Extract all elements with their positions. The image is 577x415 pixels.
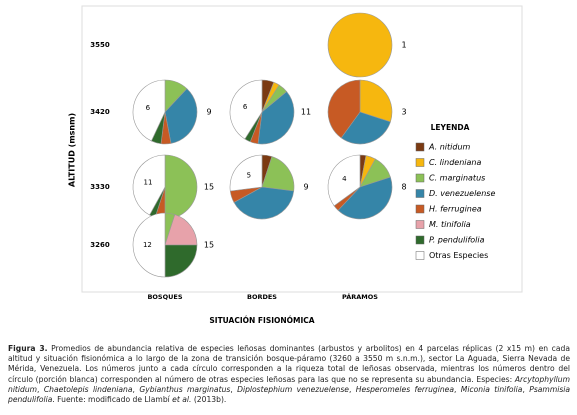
caption: Figura 3. Promedios de abundancia relati… [8,344,570,405]
legend-swatch [415,235,425,245]
caption-run: et al. [172,395,192,405]
pie-slice [359,79,393,123]
legend-swatch [415,158,425,167]
x-axis-label: SITUACIÓN FISIONÓMICA [209,316,314,325]
richness-label: 1 [401,41,406,50]
others-label: 6 [243,103,248,111]
plot-frame [81,5,523,293]
pie-slice [229,154,263,192]
caption-run: , [348,384,356,394]
pie-slice [340,111,391,145]
figure: ALTITUD (msnm) SITUACIÓN FISIONÓMICA LEY… [68,5,523,325]
others-label: 4 [342,175,347,183]
altitude-label: 3420 [90,108,110,116]
pie-slice [257,91,295,145]
pie-slice [132,212,166,278]
caption-run: Miconia tinifolia [460,384,523,394]
pie-slice [327,154,361,207]
legend-swatch [415,142,425,152]
legend-label: A. nitidum [428,143,471,152]
pie-slice [327,12,393,78]
caption-run: Psammisia pendulifolia [8,384,571,405]
legend-label: H. ferruginea [429,205,482,214]
richness-label: 11 [301,108,311,117]
pie-slice [327,79,361,139]
caption-run: , [454,384,461,394]
richness-label: 15 [204,241,214,250]
situation-label: BORDES [247,293,277,301]
legend-swatch [415,220,425,229]
caption-run: Hesperomeles ferruginea [355,384,454,394]
others-label: 12 [143,241,152,249]
situation-label: BOSQUES [147,293,182,301]
caption-run: Diplostephium venezuelense [237,384,349,394]
caption-run: Promedios de abundancia relativa de espe… [8,344,570,384]
legend-label: P. pendulifolia [429,236,485,245]
caption-run: Figura 3. [8,344,48,353]
caption-run: , [132,384,140,394]
pie-slice [261,156,295,192]
richness-label: 9 [206,108,211,117]
pie-slice [229,79,263,140]
altitude-label: 3330 [90,183,110,191]
caption-run: , [37,384,44,394]
caption-run: , [230,384,238,394]
others-label: 6 [146,104,151,112]
pie-slice [164,244,198,278]
pie-slice [164,214,198,246]
caption-run: Gybianthus marginatus [139,384,231,394]
legend-label: Otras Especies [429,251,488,260]
legend-label: D. venezuelense [429,189,495,198]
richness-label: 15 [204,183,214,192]
legend-label: C. lindeniana [429,158,481,167]
legend-swatch [415,173,425,183]
altitude-label: 3550 [90,41,110,49]
legend-swatch [415,204,425,214]
pie-slice [132,79,166,142]
legend-title: LEYENDA [431,123,470,132]
y-axis-label: ALTITUD (msnm) [68,113,77,187]
caption-run: (2013b). [191,395,227,405]
legend-swatch [415,189,425,198]
caption-run: Arcytophyllum nitidum [8,374,570,394]
pie-slice [164,88,198,144]
pie-slice [337,176,393,220]
pie-slice [233,186,295,220]
legend-label: M. tinifolia [429,220,471,229]
situation-label: PÁRAMOS [342,292,378,301]
caption-run: , [522,384,530,394]
others-label: 11 [143,179,152,187]
others-label: 5 [247,171,251,179]
pie-slice [132,154,166,216]
pie-slice [164,154,198,220]
richness-label: 3 [401,108,406,117]
altitude-label: 3260 [90,241,110,249]
legend-label: C. marginatus [429,174,485,183]
richness-label: 9 [303,183,308,192]
richness-label: 8 [401,183,406,192]
caption-run: . Fuente: modificado de Llambí [52,395,173,405]
caption-run: Chaetolepis lindeniana [43,384,133,394]
legend-swatch [415,251,425,260]
